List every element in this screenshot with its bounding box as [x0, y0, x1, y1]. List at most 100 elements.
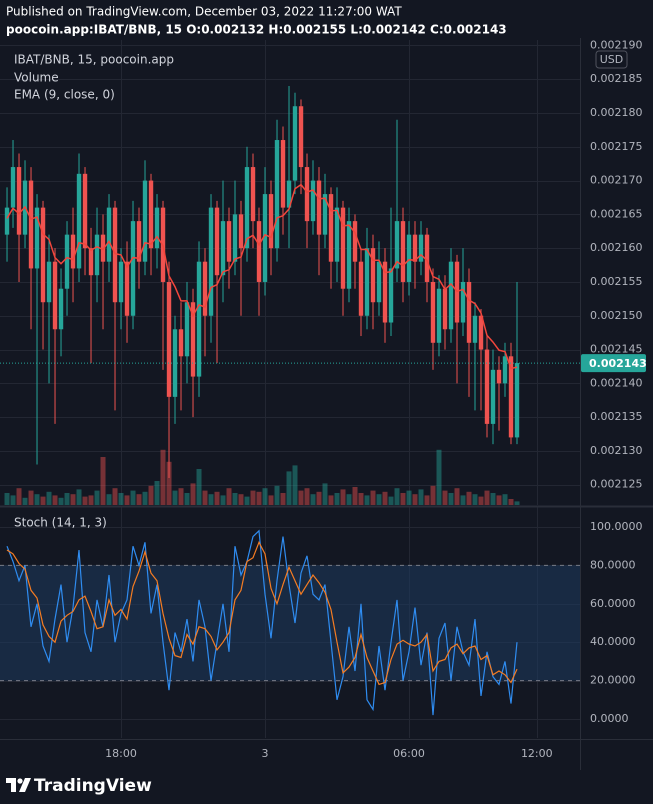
candle-body [256, 221, 262, 282]
currency[interactable]: USD [600, 53, 624, 66]
volume-bar [376, 494, 382, 505]
candle-body [478, 315, 484, 350]
candle-body [130, 221, 136, 316]
brand-logo: TradingView [6, 776, 152, 796]
axis-layer: 0.002190 0.002185 0.002180 0.002175 0.002170… [105, 38, 647, 760]
stoch-legend: Stoch (14, 1, 3) [14, 516, 107, 530]
logo-mark [6, 778, 16, 792]
candle-body [28, 180, 34, 269]
candle-body [298, 106, 304, 168]
volume-bar [286, 471, 292, 505]
volume-bar [370, 490, 376, 505]
volume-bar [76, 489, 82, 505]
candle-body [118, 261, 124, 303]
volume-bar [34, 494, 40, 505]
candle-body [292, 106, 298, 181]
candle-body [268, 194, 274, 249]
volume-bar [166, 461, 172, 505]
volume-bar [220, 495, 226, 505]
volume-bar [304, 488, 310, 505]
candle-body [418, 234, 424, 262]
volume-bar [484, 490, 490, 505]
candle-body [16, 167, 22, 235]
volume-bar [442, 490, 448, 505]
candle-body [340, 207, 346, 289]
candle-body [82, 173, 88, 249]
volume-bar [202, 490, 208, 505]
volume-bar [148, 485, 154, 505]
y-tick-label: 40.0000 [590, 635, 636, 648]
volume-bar [472, 494, 478, 505]
volume-bar [250, 490, 256, 505]
candle-body [436, 288, 442, 343]
volume-layer [4, 449, 520, 505]
candle-body [424, 234, 430, 282]
volume-bar [58, 497, 64, 505]
volume-bar [22, 497, 28, 505]
candle-body [142, 180, 148, 262]
candle-body [514, 363, 520, 438]
volume-bar [340, 489, 346, 505]
candle-body [346, 221, 352, 289]
volume-bar [64, 493, 70, 505]
volume-bar [514, 501, 520, 505]
candle-body [70, 234, 76, 269]
candle-body [286, 180, 292, 208]
volume-bar [94, 490, 100, 505]
y-tick-label: 0.002130 [590, 444, 643, 457]
currency-box[interactable] [595, 50, 628, 69]
last-price-box [581, 354, 646, 373]
candle-body [328, 194, 334, 262]
candle-body [244, 167, 250, 249]
candle-body [352, 221, 358, 262]
volume-bar [196, 469, 202, 505]
volume-bar [232, 493, 238, 505]
x-tick-label: 18:00 [105, 747, 137, 760]
candle-body [40, 207, 46, 303]
volume-bar [16, 488, 22, 505]
y-tick-label: 0.002155 [590, 275, 643, 288]
volume-bar [292, 465, 298, 505]
candle-body [64, 234, 70, 289]
volume-bar [268, 495, 274, 505]
candle-body [376, 261, 382, 303]
volume-bar [406, 490, 412, 505]
y-tick-label: 0.002140 [590, 376, 643, 389]
volume-bar [334, 493, 340, 505]
volume-bar [322, 483, 328, 505]
candle-body [238, 214, 244, 249]
candle-body [388, 268, 394, 323]
candle-body [274, 140, 280, 249]
candle-body [460, 281, 466, 323]
candle-body [184, 302, 190, 357]
volume-bar [490, 493, 496, 505]
y-tick-label: 60.0000 [590, 597, 636, 610]
volume-bar [190, 483, 196, 505]
stoch-line [6, 540, 518, 686]
candle-body [202, 261, 208, 316]
volume-bar [388, 496, 394, 505]
volume-legend: Volume [14, 71, 59, 85]
volume-bar [244, 496, 250, 505]
candle-body [100, 234, 106, 262]
volume-bar [40, 496, 46, 505]
candle-body [406, 234, 412, 282]
volume-bar [430, 485, 436, 505]
candle-body [394, 221, 400, 269]
y-tick-label: 0.002165 [590, 207, 643, 220]
candle-body [166, 281, 172, 397]
y-tick-label: 0.002175 [590, 140, 643, 153]
volume-bar [298, 490, 304, 505]
candle-body [442, 288, 448, 330]
volume-bar [454, 488, 460, 505]
candle-body [46, 261, 52, 303]
volume-bar [310, 494, 316, 505]
volume-bar [466, 491, 472, 505]
volume-bar [238, 494, 244, 505]
volume-bar [118, 493, 124, 505]
logo-mark [17, 778, 23, 784]
candle-body [232, 214, 238, 262]
volume-bar [364, 495, 370, 505]
volume-bar [154, 481, 160, 505]
